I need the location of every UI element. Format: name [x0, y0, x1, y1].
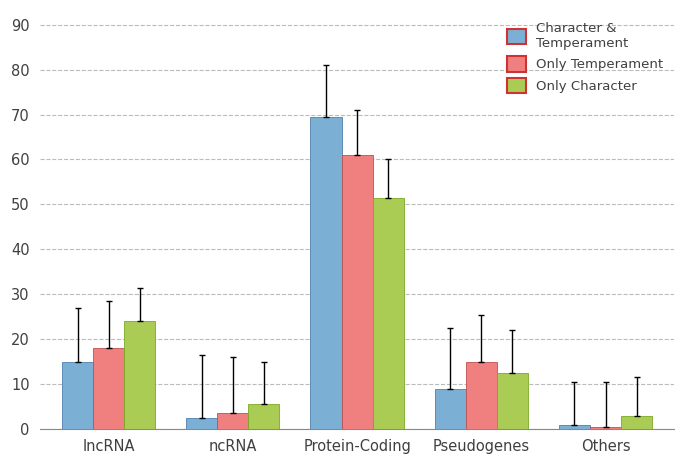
Bar: [559, 425, 590, 429]
Bar: [186, 418, 217, 429]
Bar: [310, 117, 342, 429]
Legend: Character &
Temperament, Only Temperament, Only Character: Character & Temperament, Only Temperamen…: [503, 18, 667, 97]
Bar: [466, 362, 497, 429]
Bar: [93, 348, 124, 429]
Bar: [342, 155, 373, 429]
Bar: [373, 198, 403, 429]
Bar: [497, 373, 528, 429]
Bar: [590, 427, 621, 429]
Bar: [124, 321, 155, 429]
Bar: [249, 405, 279, 429]
Bar: [217, 413, 249, 429]
Bar: [621, 416, 652, 429]
Bar: [62, 362, 93, 429]
Bar: [435, 389, 466, 429]
